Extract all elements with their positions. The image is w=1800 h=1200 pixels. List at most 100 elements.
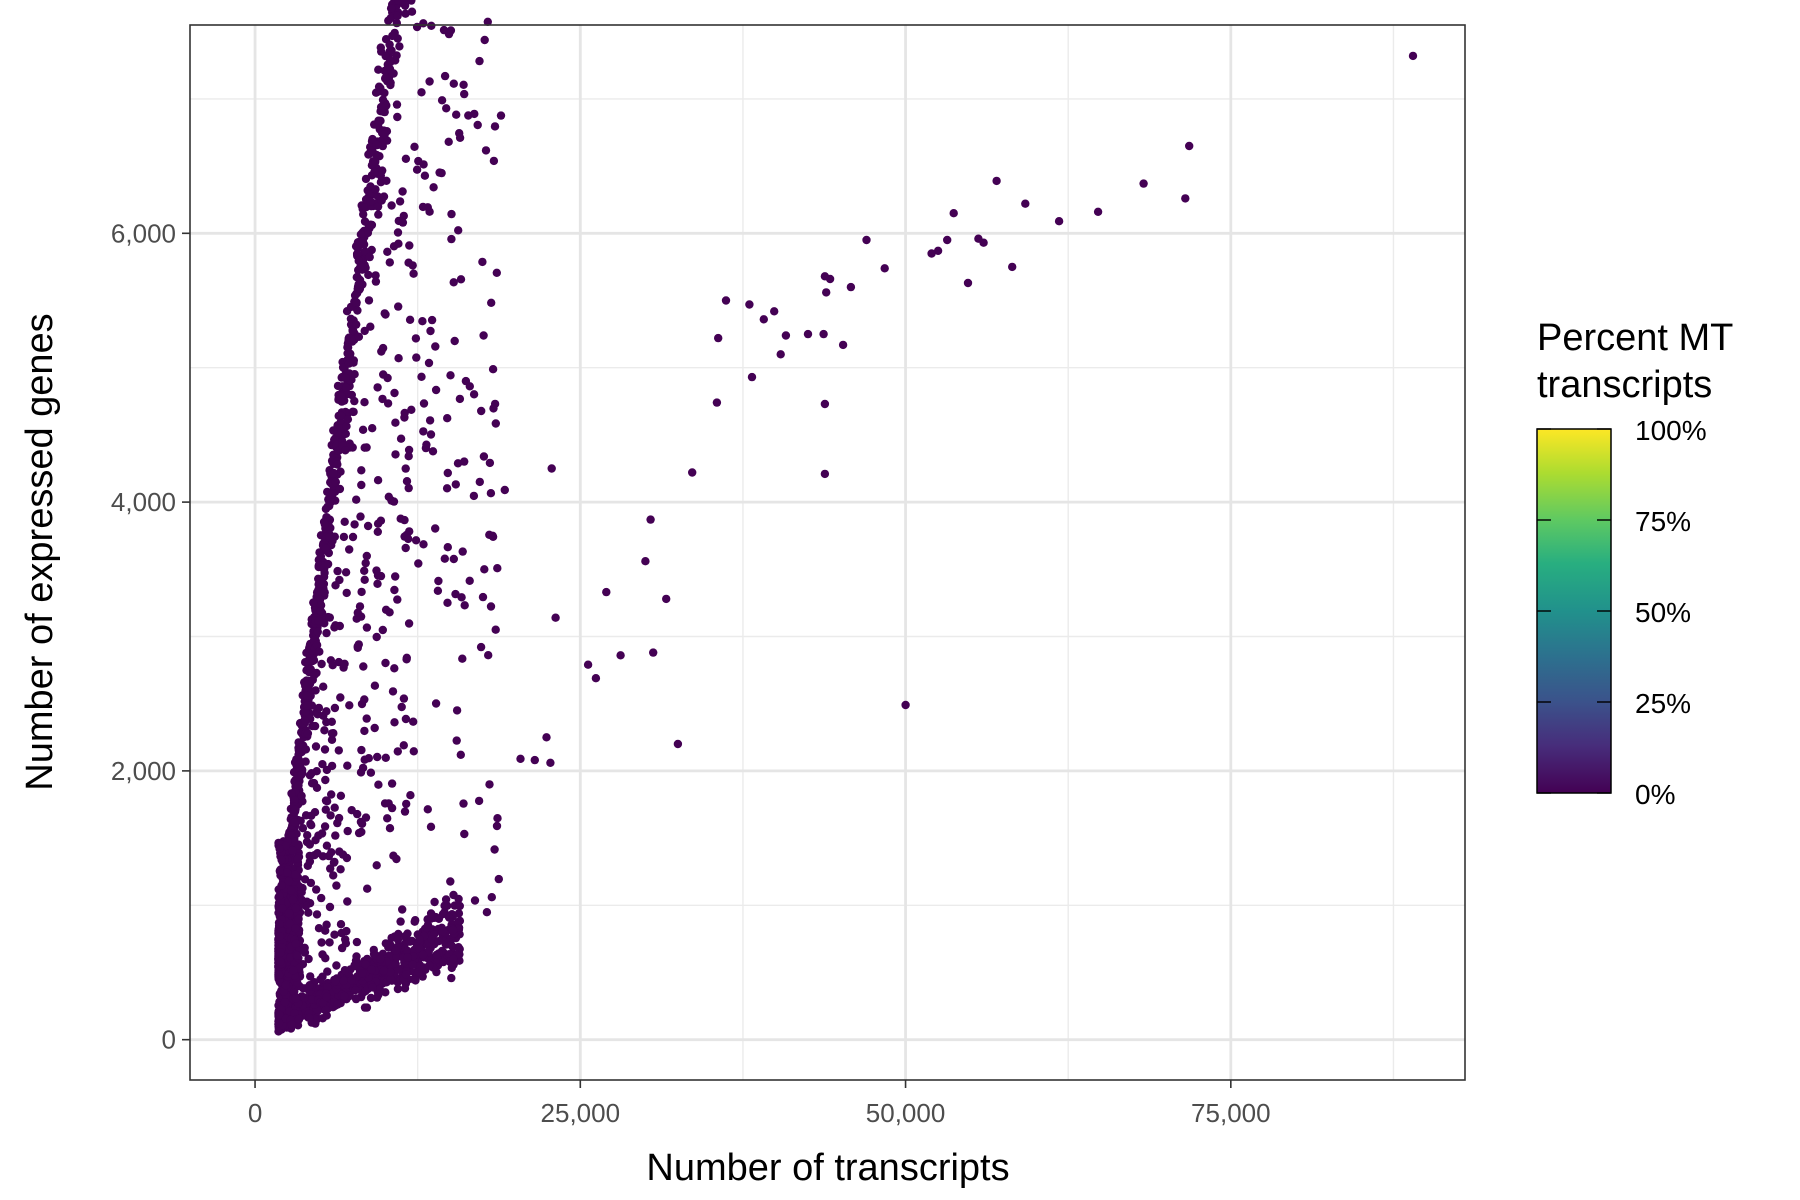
- data-point: [721, 296, 731, 305]
- data-point: [307, 995, 316, 1004]
- data-point: [341, 373, 350, 383]
- data-point: [344, 359, 354, 368]
- legend-label: 0%: [1635, 779, 1675, 810]
- data-point: [326, 811, 335, 820]
- data-point: [357, 587, 366, 597]
- data-point: [434, 937, 443, 946]
- data-point: [316, 579, 325, 588]
- data-point: [362, 714, 371, 723]
- data-point: [275, 1010, 284, 1019]
- data-point: [407, 7, 417, 16]
- data-point: [291, 924, 300, 933]
- data-point: [390, 718, 399, 727]
- data-point: [475, 56, 484, 66]
- data-point: [390, 585, 399, 595]
- data-point: [288, 895, 298, 904]
- data-point: [486, 489, 496, 498]
- data-point: [360, 726, 369, 736]
- x-axis-ticks: 0 25,000 50,000 75,000: [248, 1080, 1271, 1128]
- major-gridlines: [190, 25, 1465, 1080]
- data-point: [404, 534, 413, 544]
- data-point: [404, 619, 414, 628]
- data-point: [335, 484, 345, 494]
- data-point: [482, 908, 492, 917]
- data-point: [351, 994, 361, 1004]
- data-point: [352, 320, 361, 329]
- data-point: [380, 799, 390, 808]
- data-point: [927, 249, 936, 258]
- data-point: [470, 896, 480, 905]
- data-point: [357, 819, 367, 828]
- data-point: [417, 372, 426, 381]
- data-point: [316, 975, 325, 984]
- data-point: [388, 31, 397, 41]
- data-point: [310, 721, 320, 731]
- data-point: [359, 210, 368, 219]
- data-point: [438, 927, 448, 936]
- y-tick-label: 4,000: [111, 487, 176, 517]
- x-tick-label: 25,000: [541, 1098, 621, 1128]
- data-point: [377, 196, 386, 205]
- data-point: [781, 331, 791, 340]
- data-point: [293, 951, 302, 960]
- data-point: [412, 353, 421, 362]
- data-point: [880, 264, 889, 273]
- data-point: [376, 171, 385, 180]
- data-point: [305, 981, 314, 990]
- data-point: [478, 592, 488, 602]
- data-point: [447, 940, 456, 950]
- data-point: [358, 237, 368, 246]
- data-point: [487, 893, 496, 902]
- data-point: [313, 627, 322, 636]
- data-point: [356, 230, 366, 239]
- data-point: [1021, 199, 1030, 208]
- data-point: [547, 464, 556, 473]
- data-point: [290, 818, 299, 827]
- data-point: [776, 350, 785, 359]
- data-point: [287, 789, 296, 798]
- data-point: [444, 137, 453, 146]
- data-point: [322, 707, 331, 716]
- data-point: [305, 840, 314, 849]
- data-point: [431, 342, 440, 351]
- data-point: [301, 745, 311, 754]
- data-point: [451, 480, 460, 489]
- data-point: [404, 483, 413, 493]
- data-point: [360, 398, 369, 407]
- data-point: [353, 642, 362, 651]
- data-point: [822, 288, 831, 297]
- data-point: [301, 811, 311, 820]
- data-point: [336, 920, 346, 929]
- data-point: [330, 703, 340, 713]
- data-point: [419, 399, 429, 408]
- data-point: [372, 140, 381, 150]
- data-point: [334, 813, 344, 823]
- data-point: [360, 217, 370, 226]
- data-point: [323, 982, 332, 992]
- data-point: [361, 558, 370, 568]
- data-point: [389, 69, 398, 78]
- data-point: [352, 937, 362, 947]
- data-point: [337, 392, 346, 401]
- data-point: [386, 967, 395, 977]
- data-point: [371, 157, 380, 166]
- data-point: [301, 658, 310, 667]
- data-point: [274, 1019, 284, 1028]
- data-point: [398, 187, 407, 196]
- data-point: [381, 658, 390, 668]
- x-tick-label: 75,000: [1191, 1098, 1271, 1128]
- data-point: [486, 602, 496, 611]
- data-point: [542, 733, 551, 742]
- data-point: [449, 79, 458, 88]
- data-point: [862, 235, 871, 245]
- data-point: [460, 601, 469, 610]
- data-point: [325, 938, 334, 947]
- data-point: [372, 632, 381, 642]
- data-point: [391, 450, 400, 459]
- data-point: [355, 602, 365, 611]
- data-points: [274, 0, 1418, 1036]
- data-point: [352, 298, 361, 307]
- data-point: [325, 613, 334, 622]
- data-point: [353, 249, 362, 258]
- data-point: [368, 424, 377, 433]
